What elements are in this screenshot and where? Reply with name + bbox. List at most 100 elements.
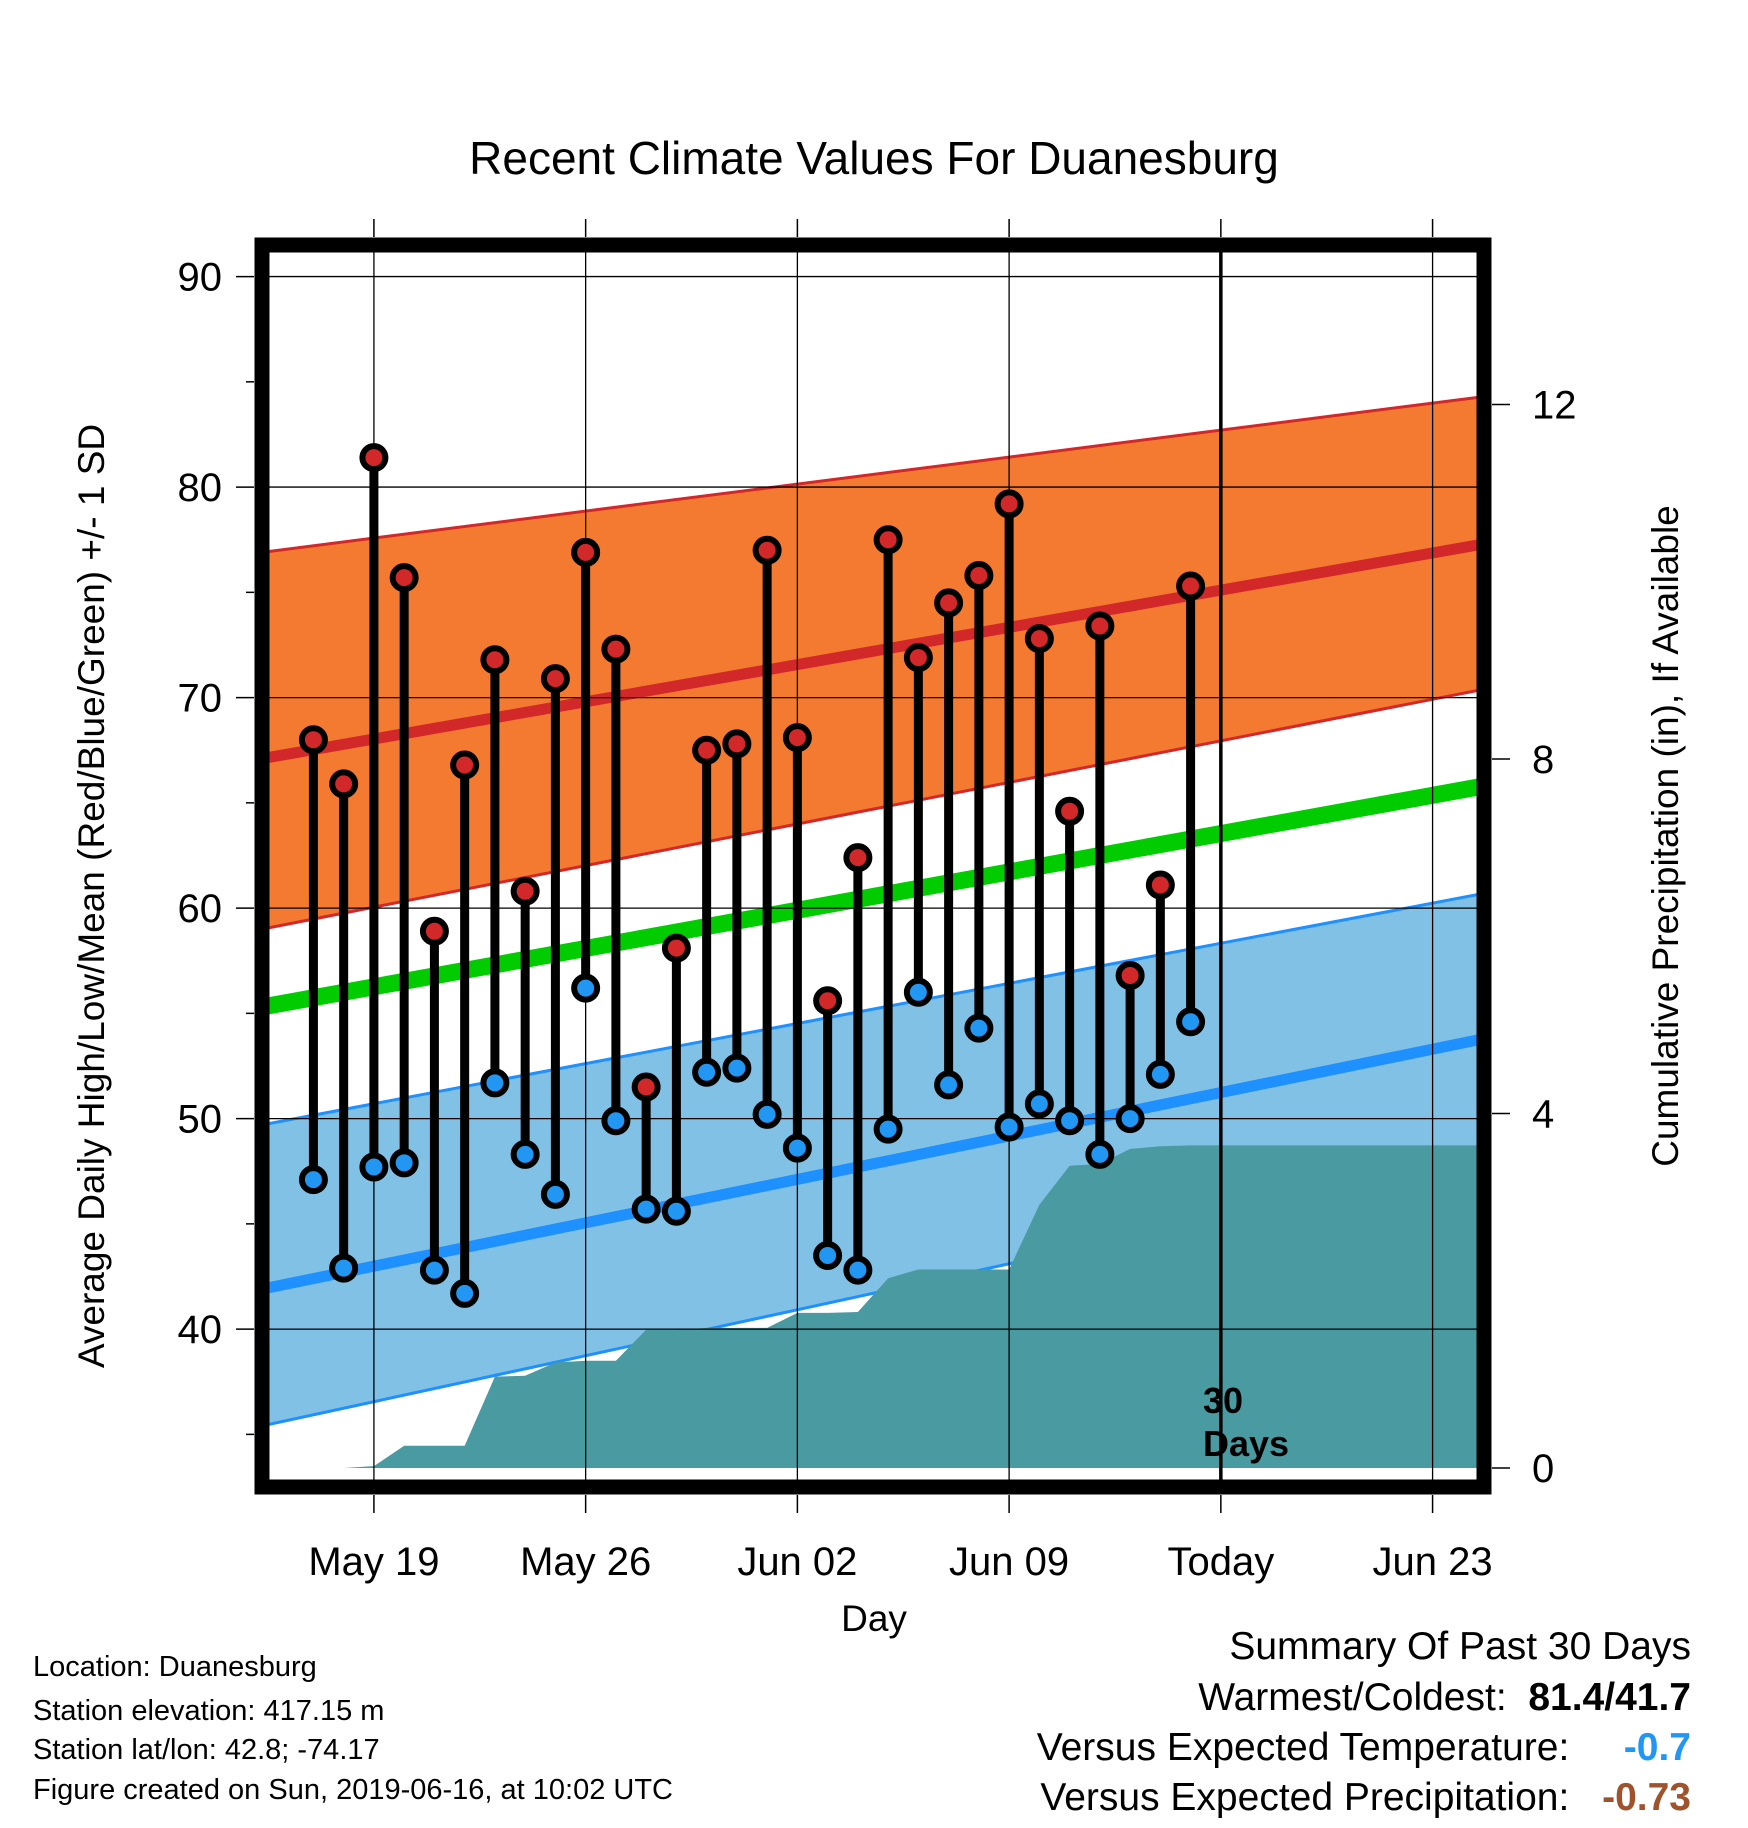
y-right-tick-label-0: 0 — [1532, 1447, 1554, 1491]
obs-low-point-2 — [359, 1152, 389, 1182]
obs-low-point-17 — [813, 1240, 843, 1270]
summary-heading: Summary Of Past 30 Days — [1229, 1625, 1691, 1668]
y-right-tick-label-2: 8 — [1532, 738, 1554, 782]
y-left-tick-label-2: 60 — [178, 887, 223, 931]
summary-temp: Versus Expected Temperature: -0.7 — [1037, 1728, 1691, 1767]
obs-high-point-24 — [1024, 624, 1054, 654]
today-days-label-number: 30 — [1203, 1380, 1243, 1421]
obs-high-point-19 — [873, 525, 903, 555]
high-band-upper-edge — [262, 395, 1484, 554]
obs-low-point-22 — [964, 1013, 994, 1043]
obs-high-point-13 — [692, 735, 722, 765]
y-axis-left-title: Average Daily High/Low/Mean (Red/Blue/Gr… — [71, 424, 112, 1368]
y-axis-right-title: Cumulative Precipitation (in), If Availa… — [1645, 505, 1686, 1167]
obs-low-point-1 — [329, 1253, 359, 1283]
y-left-tick-label-3: 70 — [178, 677, 223, 721]
summary-warm-cold-label: Warmest/Coldest: — [1198, 1676, 1507, 1719]
obs-high-point-4 — [419, 916, 449, 946]
obs-high-point-11 — [631, 1072, 661, 1102]
today-days-label-unit: Days — [1203, 1423, 1289, 1464]
info-latlon: Station lat/lon: 42.8; -74.17 — [33, 1734, 380, 1766]
x-axis-title: Day — [841, 1598, 907, 1639]
x-tick-label-1: May 26 — [520, 1540, 651, 1584]
info-created: Figure created on Sun, 2019-06-16, at 10… — [33, 1774, 673, 1806]
normal-high-line — [262, 538, 1484, 765]
obs-high-point-9 — [571, 537, 601, 567]
obs-high-point-5 — [450, 750, 480, 780]
obs-low-point-12 — [661, 1196, 691, 1226]
obs-low-point-14 — [722, 1053, 752, 1083]
summary-warm-cold: Warmest/Coldest: 81.4/41.7 — [1198, 1678, 1691, 1717]
obs-low-point-7 — [510, 1139, 540, 1169]
x-tick-label-5: Jun 23 — [1373, 1540, 1493, 1584]
y-left-tick-label-1: 50 — [178, 1098, 223, 1142]
obs-high-point-18 — [843, 843, 873, 873]
obs-low-point-15 — [752, 1099, 782, 1129]
obs-high-point-10 — [601, 634, 631, 664]
obs-low-point-29 — [1176, 1007, 1206, 1037]
obs-high-point-3 — [389, 563, 419, 593]
obs-low-point-10 — [601, 1106, 631, 1136]
summary-precip-value: -0.73 — [1602, 1776, 1691, 1819]
obs-low-point-25 — [1055, 1106, 1085, 1136]
obs-high-point-26 — [1085, 611, 1115, 641]
obs-high-point-20 — [903, 643, 933, 673]
plot-area: 40 50 60 70 80 90 0 4 8 12 May 19 May 26 Jun 02 Jun 0… — [178, 219, 1577, 1584]
obs-high-point-6 — [480, 645, 510, 675]
obs-high-point-15 — [752, 535, 782, 565]
precip-area — [343, 1145, 1484, 1468]
x-tick-label-0: May 19 — [308, 1540, 439, 1584]
y-left-tick-label-4: 80 — [178, 466, 223, 510]
info-elevation: Station elevation: 417.15 m — [33, 1695, 385, 1727]
obs-low-point-23 — [994, 1112, 1024, 1142]
obs-low-point-18 — [843, 1255, 873, 1285]
y-right-tick-label-3: 12 — [1532, 384, 1577, 428]
obs-high-point-14 — [722, 729, 752, 759]
y-right-tick-label-1: 4 — [1532, 1092, 1554, 1136]
plot-frame — [254, 237, 1492, 1495]
obs-high-point-12 — [661, 933, 691, 963]
y-left-tick-label-0: 40 — [178, 1308, 223, 1352]
high-sd-band — [262, 396, 1484, 930]
obs-low-point-27 — [1115, 1104, 1145, 1134]
summary-warm-cold-value: 81.4/41.7 — [1528, 1676, 1691, 1719]
obs-high-point-8 — [540, 664, 570, 694]
obs-high-point-28 — [1145, 870, 1175, 900]
obs-high-point-27 — [1115, 960, 1145, 990]
obs-high-point-17 — [813, 986, 843, 1016]
obs-low-point-19 — [873, 1114, 903, 1144]
obs-low-point-21 — [934, 1070, 964, 1100]
obs-high-point-7 — [510, 876, 540, 906]
obs-low-point-9 — [571, 973, 601, 1003]
info-location: Location: Duanesburg — [33, 1651, 317, 1683]
chart-title: Recent Climate Values For Duanesburg — [469, 132, 1279, 184]
obs-low-point-5 — [450, 1278, 480, 1308]
obs-low-point-28 — [1145, 1059, 1175, 1089]
obs-low-point-24 — [1024, 1089, 1054, 1119]
summary-temp-value: -0.7 — [1623, 1726, 1691, 1769]
obs-high-point-22 — [964, 560, 994, 590]
summary-temp-label: Versus Expected Temperature: — [1036, 1726, 1570, 1769]
summary-precip: Versus Expected Precipitation: -0.73 — [1040, 1778, 1691, 1817]
obs-high-point-25 — [1055, 796, 1085, 826]
obs-low-point-3 — [389, 1148, 419, 1178]
obs-low-point-11 — [631, 1194, 661, 1224]
obs-low-point-16 — [782, 1133, 812, 1163]
obs-low-point-26 — [1085, 1139, 1115, 1169]
obs-high-point-2 — [359, 443, 389, 473]
summary-precip-label: Versus Expected Precipitation: — [1040, 1776, 1570, 1819]
obs-low-point-13 — [692, 1057, 722, 1087]
plot-inner — [262, 245, 1484, 1487]
obs-low-point-4 — [419, 1255, 449, 1285]
obs-low-point-0 — [298, 1165, 328, 1195]
obs-high-point-21 — [934, 588, 964, 618]
obs-high-point-29 — [1176, 571, 1206, 601]
obs-low-point-6 — [480, 1068, 510, 1098]
obs-low-point-8 — [540, 1179, 570, 1209]
x-tick-label-3: Jun 09 — [949, 1540, 1069, 1584]
obs-high-point-16 — [782, 723, 812, 753]
obs-high-point-0 — [298, 725, 328, 755]
x-tick-label-2: Jun 02 — [737, 1540, 857, 1584]
obs-high-point-1 — [329, 769, 359, 799]
